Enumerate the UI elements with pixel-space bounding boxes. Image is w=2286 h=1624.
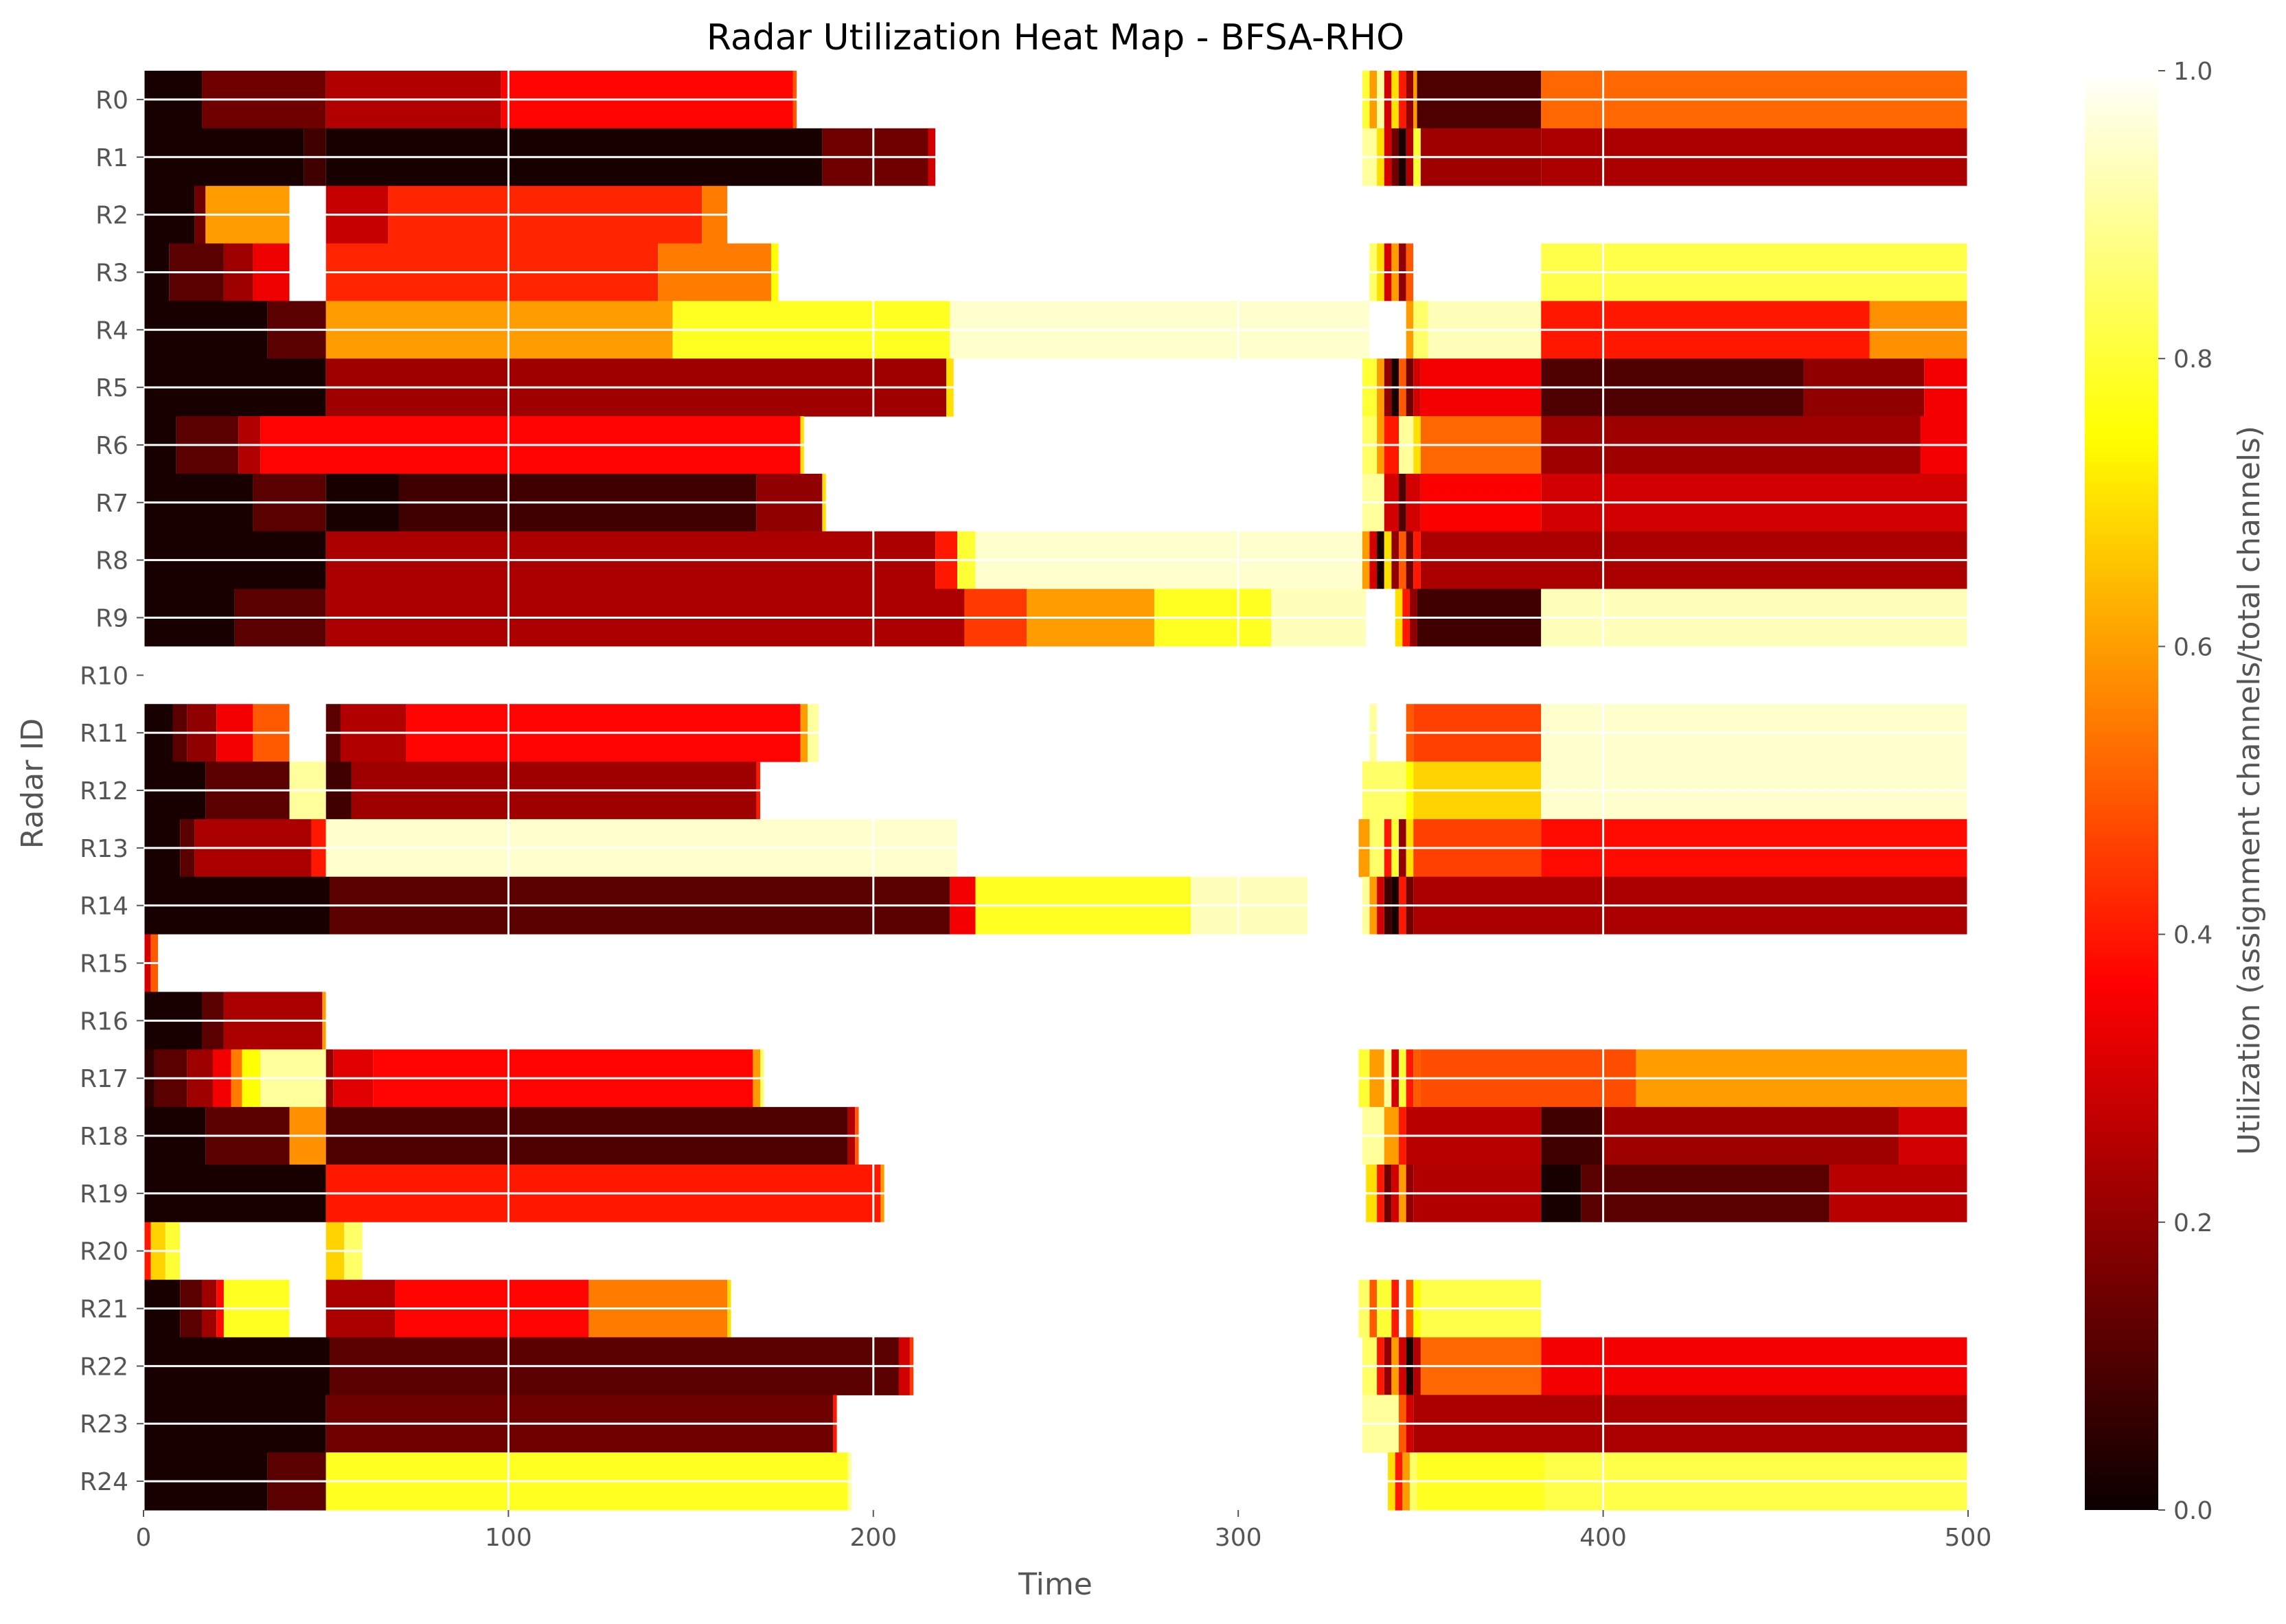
y-axis-label: Radar ID bbox=[15, 718, 50, 849]
chart-title: Radar Utilization Heat Map - BFSA-RHO bbox=[707, 17, 1404, 58]
colorbar-ticks: 0.0 0.2 0.4 0.6 0.8 1.0 bbox=[2158, 58, 2213, 1525]
x-tick-label: 500 bbox=[1945, 1524, 1992, 1552]
y-axis-ticks: R0 R1 R2 R3 R4 R5 R6 R7 R8 R9 R10 R11 R12 R13 R14 R15 R1… bbox=[80, 87, 144, 1496]
y-tick-label: R13 bbox=[80, 835, 128, 863]
colorbar-tick-label: 0.2 bbox=[2173, 1209, 2213, 1237]
y-tick-label: R11 bbox=[80, 720, 128, 748]
y-tick-label: R24 bbox=[80, 1468, 128, 1496]
y-tick-label: R10 bbox=[80, 662, 128, 690]
colorbar-tick-label: 1.0 bbox=[2173, 58, 2213, 86]
x-tick-label: 100 bbox=[485, 1524, 532, 1552]
x-axis-ticks: 0 100 200 300 400 500 bbox=[136, 1510, 1992, 1552]
y-tick-label: R18 bbox=[80, 1123, 128, 1151]
y-tick-label: R5 bbox=[95, 374, 128, 402]
y-tick-label: R15 bbox=[80, 950, 128, 979]
y-tick-label: R22 bbox=[80, 1353, 128, 1381]
y-tick-label: R1 bbox=[95, 144, 128, 172]
y-tick-label: R16 bbox=[80, 1007, 128, 1036]
grid-lines bbox=[142, 71, 1969, 1510]
y-tick-label: R9 bbox=[95, 604, 128, 632]
colorbar-tick-label: 0.8 bbox=[2173, 345, 2213, 374]
x-tick-label: 200 bbox=[849, 1524, 897, 1552]
y-tick-label: R21 bbox=[80, 1296, 128, 1324]
y-tick-label: R2 bbox=[95, 202, 128, 230]
x-tick-label: 300 bbox=[1215, 1524, 1262, 1552]
y-tick-label: R19 bbox=[80, 1180, 128, 1209]
colorbar-tick-label: 0.4 bbox=[2173, 922, 2213, 950]
y-tick-label: R23 bbox=[80, 1410, 128, 1439]
colorbar bbox=[2085, 71, 2158, 1510]
colorbar-tick-label: 0.0 bbox=[2173, 1497, 2213, 1525]
y-tick-label: R20 bbox=[80, 1238, 128, 1266]
y-tick-label: R0 bbox=[95, 87, 128, 115]
x-tick-label: 0 bbox=[136, 1524, 152, 1552]
y-tick-label: R6 bbox=[95, 432, 128, 460]
colorbar-label: Utilization (assignment channels/total c… bbox=[2232, 426, 2267, 1155]
colorbar-tick-label: 0.6 bbox=[2173, 633, 2213, 661]
y-tick-label: R8 bbox=[95, 547, 128, 575]
x-axis-label: Time bbox=[1018, 1567, 1093, 1602]
y-tick-label: R14 bbox=[80, 893, 128, 921]
y-tick-label: R17 bbox=[80, 1065, 128, 1093]
x-tick-label: 400 bbox=[1579, 1524, 1627, 1552]
y-tick-label: R12 bbox=[80, 777, 128, 805]
y-tick-label: R3 bbox=[95, 259, 128, 287]
y-tick-label: R4 bbox=[95, 317, 128, 345]
y-tick-label: R7 bbox=[95, 490, 128, 518]
